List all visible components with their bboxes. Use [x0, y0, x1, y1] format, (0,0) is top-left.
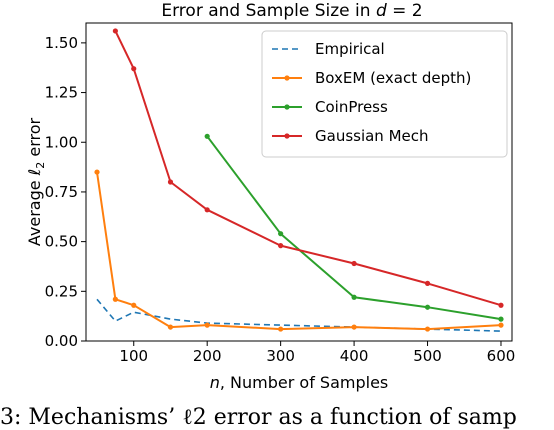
y-tick-label: 1.00 [45, 133, 78, 151]
data-point-boxem-exact-depth [351, 324, 357, 330]
legend-box [261, 30, 508, 158]
x-tick-label: 400 [340, 347, 369, 365]
data-point-boxem-exact-depth [167, 324, 174, 330]
y-tick-label: 1.25 [45, 84, 78, 102]
data-point-gaussian-mech [131, 66, 137, 72]
y-tick-label: 0.25 [45, 282, 78, 300]
x-tick-label: 500 [413, 347, 442, 365]
data-point-gaussian-mech [204, 207, 210, 213]
y-axis-label: Average ℓ2 error [25, 117, 47, 246]
x-tick-label: 100 [119, 347, 148, 365]
data-point-boxem-exact-depth [204, 322, 210, 328]
legend-label-coinpress: CoinPress [315, 98, 388, 116]
data-point-gaussian-mech [351, 260, 357, 267]
legend-label-empirical: Empirical [315, 40, 385, 58]
data-point-boxem-exact-depth [278, 326, 284, 332]
y-tick-label: 1.50 [45, 34, 78, 52]
data-point-boxem-exact-depth [131, 302, 137, 308]
legend-marker-boxem-exact-depth [284, 75, 290, 81]
legend-label-gaussian-mech: Gaussian Mech [315, 127, 429, 145]
x-tick-label: 200 [193, 347, 222, 365]
series-line-empirical [96, 298, 502, 332]
data-point-coinpress [278, 231, 284, 237]
y-tick-label: 0.75 [45, 183, 78, 201]
data-point-boxem-exact-depth [94, 169, 100, 175]
y-tick-label: 0.00 [45, 332, 78, 350]
chart-title: Error and Sample Size in d = 2 [161, 1, 422, 21]
data-point-gaussian-mech [112, 28, 118, 34]
legend: Empirical BoxEM (exact depth) CoinPress Gau… [261, 30, 508, 158]
legend-marker-coinpress [284, 104, 290, 110]
data-point-gaussian-mech [278, 243, 284, 249]
data-point-coinpress [498, 316, 504, 322]
y-tick-label: 0.50 [45, 233, 78, 251]
x-tick-label: 600 [487, 347, 516, 365]
figure-caption: 3: Mechanisms’ ℓ2 error as a function of… [0, 405, 517, 430]
series-line-gaussian-mech [114, 30, 502, 307]
data-point-boxem-exact-depth [424, 326, 431, 332]
legend-marker-gaussian-mech [284, 133, 290, 139]
data-point-boxem-exact-depth [112, 296, 118, 302]
x-axis-label: n, Number of Samples [210, 373, 389, 392]
data-point-gaussian-mech [498, 302, 504, 308]
data-point-boxem-exact-depth [498, 322, 504, 328]
data-point-gaussian-mech [167, 179, 174, 185]
plot-area-frame [85, 22, 513, 342]
legend-label-boxem-exact-depth: BoxEM (exact depth) [315, 69, 471, 87]
data-point-coinpress [424, 304, 431, 310]
x-tick-label: 300 [266, 347, 295, 365]
data-point-coinpress [351, 294, 357, 300]
data-point-coinpress [204, 133, 210, 139]
data-point-gaussian-mech [424, 280, 431, 286]
